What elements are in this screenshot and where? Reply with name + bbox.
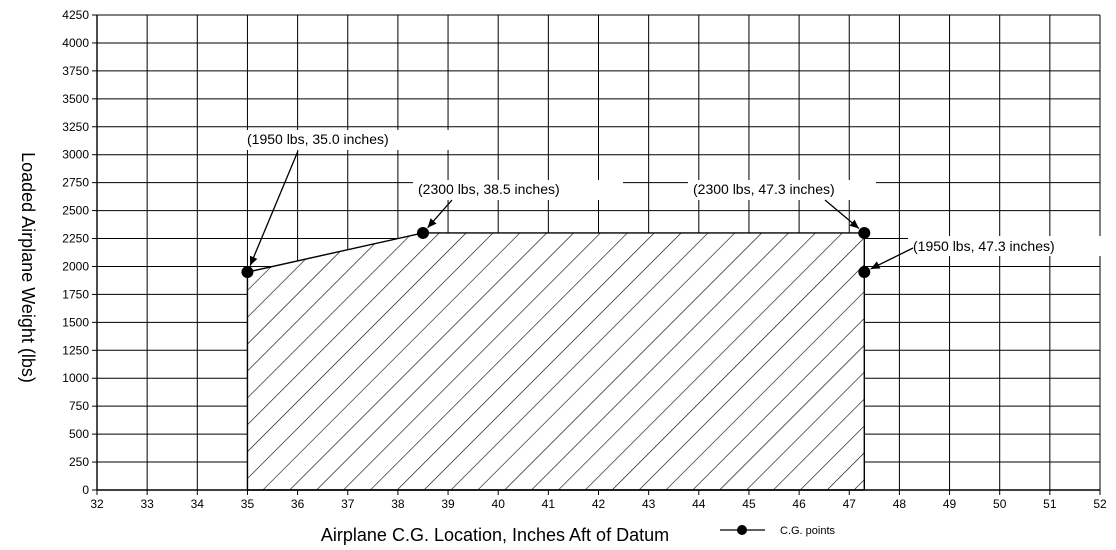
y-axis-title: Loaded Airplane Weight (lbs): [18, 152, 38, 383]
y-tick-label: 250: [69, 455, 89, 469]
x-tick-label: 50: [993, 497, 1007, 511]
y-tick-label: 3500: [62, 92, 89, 106]
cg-point-marker: [416, 226, 429, 239]
y-tick-label: 0: [82, 483, 89, 497]
y-tick-label: 3750: [62, 64, 89, 78]
y-tick-label: 750: [69, 399, 89, 413]
annotation-background: [688, 180, 876, 200]
cg-points: [241, 226, 871, 279]
cg-envelope-area: [246, 232, 865, 491]
y-tick-label: 1000: [62, 371, 89, 385]
y-tick-label: 3000: [62, 148, 89, 162]
cg-point-marker: [858, 266, 871, 279]
y-tick-label: 4000: [62, 36, 89, 50]
legend: C.G. points: [720, 525, 836, 537]
x-axis-title: Airplane C.G. Location, Inches Aft of Da…: [321, 525, 669, 545]
y-tick-label: 3250: [62, 120, 89, 134]
x-tick-label: 34: [191, 497, 205, 511]
legend-marker: [737, 525, 747, 535]
envelope-hatch: [246, 232, 865, 491]
x-tick-label: 47: [843, 497, 857, 511]
annotation-arrowhead: [849, 219, 859, 229]
annotation-label: (2300 lbs, 38.5 inches): [418, 181, 560, 197]
x-tick-label: 44: [692, 497, 706, 511]
x-tick-label: 43: [642, 497, 656, 511]
x-tick-label: 49: [943, 497, 957, 511]
cg-point-marker: [241, 266, 254, 279]
x-tick-label: 52: [1093, 497, 1107, 511]
annotation-background: [908, 236, 1102, 256]
y-tick-label: 2000: [62, 259, 89, 273]
annotation-leader-line: [249, 150, 299, 266]
x-tick-label: 33: [140, 497, 154, 511]
x-axis-ticks: 32 33 34 35 36 37 38 39 40 41 42 43 44 45 46 47 48 49 50 51…: [90, 490, 1107, 511]
x-tick-label: 32: [90, 497, 104, 511]
y-tick-label: 4250: [62, 8, 89, 22]
y-tick-label: 500: [69, 427, 89, 441]
x-tick-label: 36: [291, 497, 305, 511]
x-tick-label: 51: [1043, 497, 1057, 511]
annotation-arrowhead: [870, 261, 881, 269]
annotations: (1950 lbs, 35.0 inches) (2300 lbs, 38.5 i…: [242, 130, 1102, 270]
x-tick-label: 45: [742, 497, 756, 511]
annotation-background: [242, 130, 460, 150]
annotation-label: (2300 lbs, 47.3 inches): [693, 181, 835, 197]
x-tick-label: 39: [441, 497, 455, 511]
legend-label: C.G. points: [780, 525, 836, 537]
annotation-label: (1950 lbs, 35.0 inches): [247, 131, 389, 147]
annotation-arrowhead: [427, 218, 437, 228]
x-tick-label: 37: [341, 497, 355, 511]
x-tick-label: 46: [792, 497, 806, 511]
y-tick-label: 1250: [62, 343, 89, 357]
x-tick-label: 48: [893, 497, 907, 511]
y-tick-label: 1750: [62, 287, 89, 301]
x-tick-label: 38: [391, 497, 405, 511]
x-tick-label: 35: [241, 497, 255, 511]
y-tick-label: 2750: [62, 176, 89, 190]
x-tick-label: 41: [542, 497, 556, 511]
y-tick-label: 2250: [62, 232, 89, 246]
y-tick-label: 2500: [62, 204, 89, 218]
y-axis-ticks: 0 250 500 750 1000 1250 1500 1750 2000 2250 2500 27…: [62, 8, 97, 497]
annotation-background: [413, 180, 623, 200]
y-tick-label: 1500: [62, 315, 89, 329]
annotation-arrowhead: [249, 255, 258, 266]
x-tick-label: 40: [492, 497, 506, 511]
cg-point-marker: [858, 226, 871, 239]
x-tick-label: 42: [592, 497, 606, 511]
annotation-label: (1950 lbs, 47.3 inches): [913, 238, 1055, 254]
